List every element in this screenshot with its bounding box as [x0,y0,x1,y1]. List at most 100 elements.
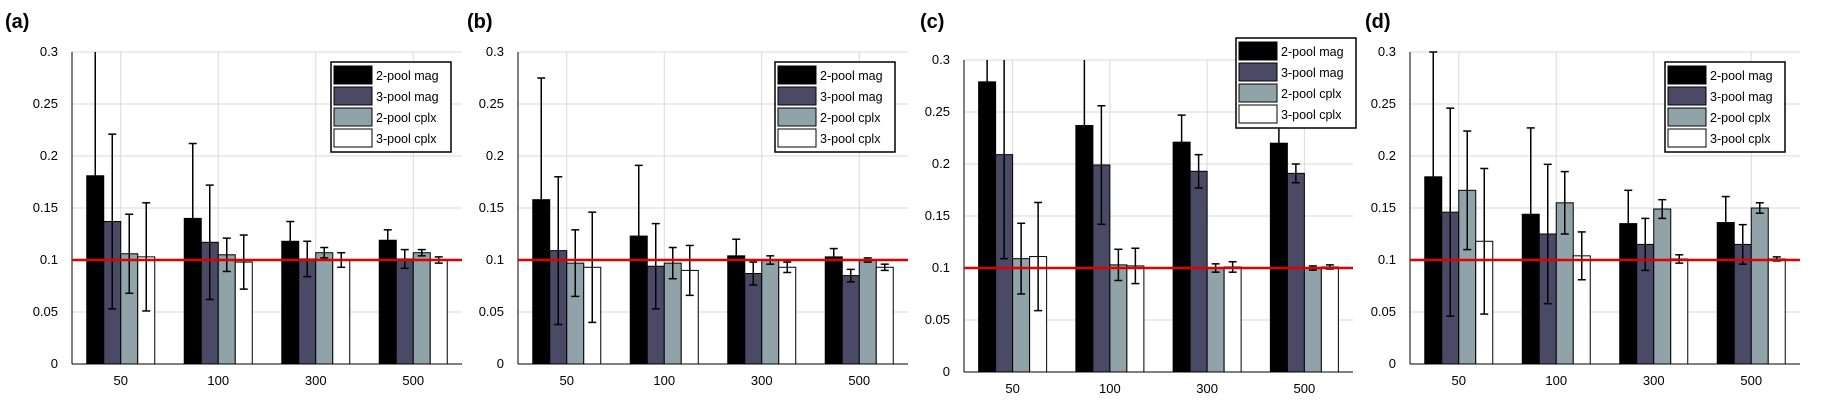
x-tick-label: 500 [402,373,424,388]
x-tick-label: 50 [1005,381,1019,396]
legend: 2-pool mag 3-pool mag 2-pool cplx 3-pool cp… [330,61,452,153]
chart-panel-d: (d) 0 0.05 0.1 0.15 0.2 0.25 0.3 50 100 300 500 2-po… [1365,11,1800,388]
bar-3-pool-mag-500 [1286,172,1305,373]
x-tick-label: 500 [1740,373,1762,388]
legend-label: 2-pool mag [820,69,883,83]
y-tick-label: 0.2 [486,148,504,163]
y-tick-label: 0.05 [925,312,950,327]
bar-2-pool-cplx-300 [1206,267,1225,373]
legend-label: 3-pool mag [820,90,883,104]
legend-label: 2-pool cplx [820,111,881,125]
chart-panel-b: (b) 0 0.05 0.1 0.15 0.2 0.25 0.3 50 100 300 500 2-po… [467,11,908,388]
legend-swatch [333,107,373,127]
x-tick-label: 100 [1099,381,1121,396]
x-tick-label: 500 [848,373,870,388]
x-tick-label: 50 [560,373,574,388]
y-tick-label: 0 [1389,356,1396,371]
bar-3-pool-cplx-500 [429,259,448,365]
y-tick-label: 0.05 [479,304,504,319]
x-tick-label: 500 [1294,381,1316,396]
y-tick-label: 0 [51,356,58,371]
y-tick-label: 0.1 [40,252,58,267]
x-tick-label: 50 [114,373,128,388]
legend-swatch [1667,107,1707,127]
bar-3-pool-cplx-500 [1320,266,1339,373]
y-tick-label: 0.2 [1378,148,1396,163]
legend-label: 2-pool mag [1710,69,1773,83]
bar-3-pool-cplx-300 [1670,258,1689,365]
legend: 2-pool mag 3-pool mag 2-pool cplx 3-pool cp… [774,61,896,153]
bar-2-pool-cplx-500 [858,259,877,365]
y-tick-label: 0.3 [486,44,504,59]
bar-2-pool-mag-300 [1172,141,1191,373]
panel-label: (d) [1365,11,1391,33]
legend-swatch [777,86,817,106]
y-tick-label: 0.2 [932,156,950,171]
x-tick-label: 100 [653,373,675,388]
bar-2-pool-cplx-300 [1653,208,1672,365]
bar-3-pool-cplx-300 [1223,266,1242,373]
x-tick-label: 300 [1196,381,1218,396]
legend-label: 2-pool mag [1281,45,1344,59]
legend-label: 3-pool cplx [1710,132,1771,146]
y-tick-label: 0.1 [486,252,504,267]
panel-label: (c) [920,11,944,33]
bar-2-pool-cplx-500 [412,252,431,365]
bar-2-pool-cplx-500 [1303,267,1322,373]
chart-panel-c: (c) 0 0.05 0.1 0.15 0.2 0.25 0.3 50 100 300 500 2-po… [920,11,1357,396]
y-tick-label: 0.25 [479,96,504,111]
y-tick-label: 0.25 [925,104,950,119]
legend-swatch [333,128,373,148]
y-tick-label: 0 [497,356,504,371]
legend-swatch [777,107,817,127]
legend-swatch [1238,41,1278,61]
x-tick-label: 300 [305,373,327,388]
panel-label: (a) [5,11,29,33]
chart-panel-a: (a) 0 0.05 0.1 0.15 0.2 0.25 0.3 50 100 300 500 2-po… [5,11,462,388]
legend-label: 3-pool mag [376,90,439,104]
x-tick-label: 300 [1643,373,1665,388]
legend-swatch [1667,65,1707,85]
legend: 2-pool mag 3-pool mag 2-pool cplx 3-pool cp… [1235,37,1357,129]
x-tick-label: 100 [1545,373,1567,388]
bar-2-pool-cplx-300 [761,259,780,365]
y-tick-label: 0.15 [479,200,504,215]
bar-3-pool-mag-300 [1189,170,1208,373]
legend-swatch [1667,86,1707,106]
bar-2-pool-cplx-500 [1750,207,1769,365]
bar-3-pool-mag-500 [841,275,860,365]
bar-2-pool-cplx-300 [315,252,334,365]
legend-swatch [1667,128,1707,148]
bar-2-pool-mag-500 [1269,142,1288,373]
legend-label: 2-pool cplx [376,111,437,125]
y-tick-label: 0.15 [925,208,950,223]
bar-3-pool-cplx-300 [332,259,351,365]
y-tick-label: 0.25 [1371,96,1396,111]
x-tick-label: 300 [751,373,773,388]
legend-swatch [777,128,817,148]
y-tick-label: 0.1 [1378,252,1396,267]
legend-label: 2-pool mag [376,69,439,83]
bar-3-pool-mag-300 [744,273,763,365]
y-tick-label: 0.15 [1371,200,1396,215]
y-tick-label: 0.2 [40,148,58,163]
legend-label: 3-pool cplx [1281,108,1342,122]
bar-3-pool-cplx-300 [778,266,797,365]
y-tick-label: 0.25 [33,96,58,111]
x-tick-label: 100 [207,373,229,388]
legend-swatch [777,65,817,85]
legend-label: 3-pool cplx [376,132,437,146]
y-tick-label: 0 [943,364,950,379]
y-tick-label: 0.3 [1378,44,1396,59]
bar-2-pool-mag-500 [824,256,843,365]
bar-3-pool-mag-500 [395,258,414,365]
x-tick-label: 50 [1452,373,1466,388]
legend-label: 2-pool cplx [1710,111,1771,125]
bar-3-pool-cplx-500 [875,266,894,365]
legend-label: 3-pool cplx [820,132,881,146]
y-tick-label: 0.3 [932,52,950,67]
y-tick-label: 0.1 [932,260,950,275]
legend-swatch [1238,104,1278,124]
bar-3-pool-cplx-500 [1767,258,1786,365]
